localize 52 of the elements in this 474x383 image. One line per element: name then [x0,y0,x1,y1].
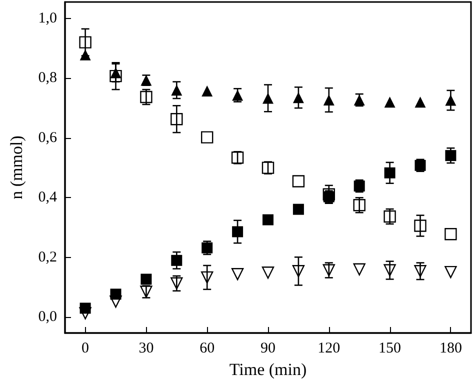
point [262,92,274,104]
point [140,274,152,285]
point [414,265,426,278]
point [292,265,305,278]
y-tick-label: 0,2 [38,249,57,266]
point [262,214,274,226]
point [110,70,122,82]
point [323,94,334,106]
x-tick-label: 120 [318,340,340,356]
point [170,113,183,126]
point [201,131,214,144]
point [384,264,396,276]
point [414,96,426,108]
point [79,36,92,48]
point [110,67,122,78]
point [414,220,426,232]
point [231,268,244,280]
point [292,175,305,188]
point [292,92,304,104]
x-tick-label: 0 [82,340,90,356]
x-tick-label: 90 [260,340,276,356]
y-tick-label: 0,0 [38,309,57,326]
point [171,254,182,266]
y-tick-label: 0,8 [38,70,57,86]
point [322,188,335,200]
y-tick-label: 1,0 [38,10,57,26]
point [384,96,396,108]
point [444,266,457,278]
y-tick-label: 0,4 [38,190,58,206]
point [444,228,457,240]
x-tick-label: 180 [439,340,462,356]
point [201,271,214,284]
x-tick-label: 30 [138,340,154,356]
point [384,167,396,178]
point [445,94,456,106]
y-axis-title: n (mmol) [7,136,26,200]
point [110,288,122,300]
point [292,204,304,215]
point [202,86,213,97]
x-tick-label: 150 [378,340,402,356]
point [171,84,182,96]
point [140,90,152,104]
x-axis-title: Time (min) [229,360,307,379]
point [80,49,91,60]
x-tick-label: 60 [200,340,215,356]
y-tick-label: 0,6 [38,130,58,146]
point [80,302,91,314]
point [445,150,456,162]
point [262,266,274,279]
point [232,226,244,238]
point [353,199,366,212]
point [353,263,366,276]
